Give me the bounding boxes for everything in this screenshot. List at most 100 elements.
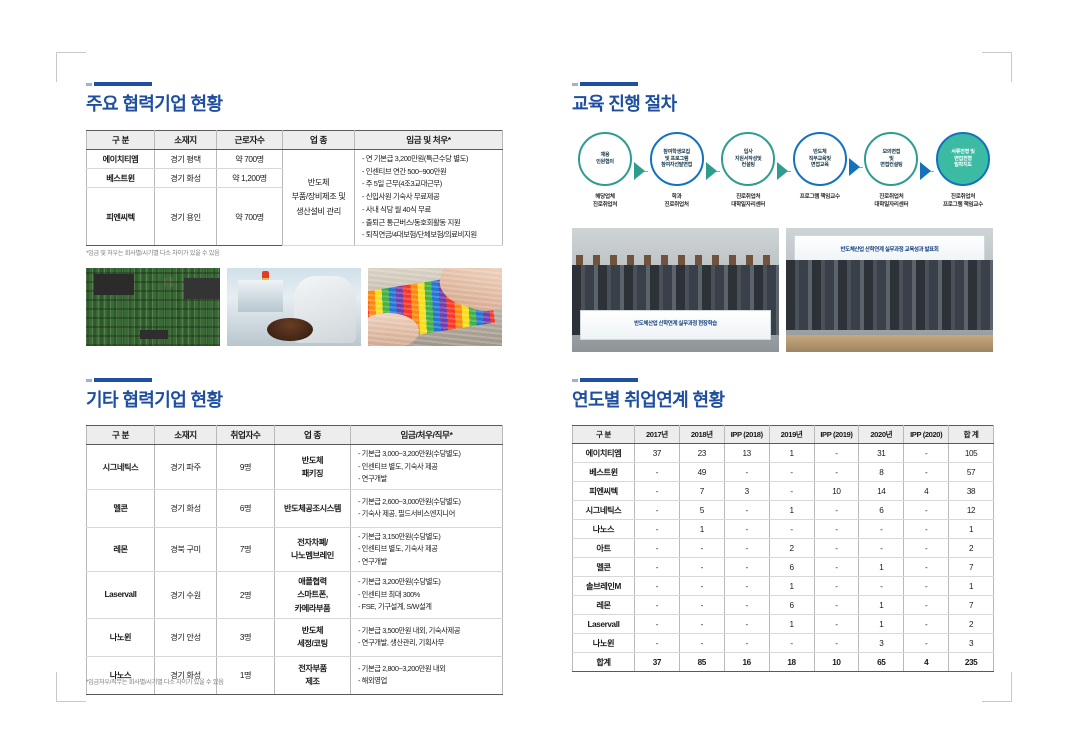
process-step-caption: 진로취업처 대학일자리센터 [874, 194, 909, 209]
others-col-header-2: 취업자수 [216, 425, 275, 445]
placement-count: - [813, 576, 860, 596]
placement-count: 6 [768, 557, 815, 577]
partners-col-header-1: 소재지 [154, 130, 217, 150]
table-row: 레몬 - - -6-1-7 [572, 595, 994, 615]
placement-count: - [858, 576, 905, 596]
placement-count: - [903, 443, 950, 463]
placement-count: - [903, 633, 950, 653]
company-location: 경기 평택 [154, 148, 217, 170]
company-location: 경기 파주 [154, 444, 217, 490]
placement-count: - [768, 462, 815, 482]
table-row: 시그네틱스 경기 파주 9명 반도체 패키징 - 기본급 3,000~3,200만원(수당… [86, 444, 503, 490]
placement-count: 1 [858, 557, 905, 577]
process-step-6: 서류전형 및 면접전형 밀착지도 진로취업처 프로그램 책임교수 [932, 132, 994, 209]
table-row: 시그네틱스 -5-1-6-12 [572, 500, 994, 520]
process-step-5: 모의면접 및 면접컨설팅 진로취업처 대학일자리센터 [860, 132, 935, 209]
wage-duty-detail: - 기본급 2,800~3,200만원 내외 - 해외영업 [350, 655, 503, 695]
placement-count: 4 [903, 481, 950, 501]
placement-count: 1 [858, 614, 905, 634]
industry-type: 전자차폐/나노멤브레인 [274, 526, 351, 573]
placement-count: 1 [948, 576, 994, 596]
placement-count: - [723, 576, 770, 596]
placement-count: 5 [678, 500, 725, 520]
others-footnote: *임금처우/직무는 회사별/시기별 다소 차이가 있을 수 있음 [86, 679, 224, 686]
company-name: 레몬 [572, 595, 635, 615]
industry-type: 반도체 패키징 [274, 444, 351, 490]
worker-count: 약 1,200명 [216, 168, 283, 189]
company-name: 나노스 [86, 655, 155, 695]
placement-count: 7 [948, 595, 994, 615]
placement-count: 49 [678, 462, 725, 482]
placement-count: - [813, 443, 860, 463]
company-name: Laservall [86, 571, 155, 619]
table-row: 에이치티엠 37 23 13 1-31-105 [572, 443, 994, 463]
placement-count: 7 [678, 481, 725, 501]
process-step-1: 채용 인원협의 해당업체 진로취업처 [574, 132, 648, 209]
placement-count: - [634, 557, 680, 577]
process-step-bubble: 참여학생모집 및 프로그램 참여자선발면접 [649, 132, 704, 186]
company-name: 피엔씨텍 [572, 481, 635, 501]
placement-count: - [678, 576, 725, 596]
company-name: 나노윈 [86, 617, 155, 657]
semiconductor-photo-strip [86, 268, 502, 346]
process-step-caption: 진로취업처 프로그램 책임교수 [942, 194, 983, 209]
heading-rule [572, 82, 677, 86]
placement-count: 31 [858, 443, 905, 463]
photo-banner-text: 반도체산업 산학연계 실무과정 현장학습 [580, 309, 771, 340]
placement-count: 1 [948, 519, 994, 539]
pcb-board-photo [86, 268, 220, 346]
placement-count: - [723, 633, 770, 653]
company-name: 에이치티엠 [86, 148, 155, 170]
wage-duty-detail: - 기본급 3,500만원 내외, 기숙사제공 - 연구개발, 생산관리, 기획사… [350, 617, 503, 657]
partners-col-header-0: 구 분 [86, 130, 155, 150]
placement-count: - [634, 500, 680, 520]
heading-rule [572, 378, 724, 382]
industry-type: 반도체공조시스템 [274, 488, 351, 528]
heading-rule [86, 378, 222, 382]
table-header-row: 구 분 2017년 2018년 IPP (2018) 2019년 IPP (2019) 20… [572, 425, 994, 444]
process-step-4: 반도체 직무교육및 면접교육 프로그램 책임교수 [789, 132, 863, 201]
placement-count: - [634, 481, 680, 501]
placement-count: 1 [768, 500, 815, 520]
company-location: 경기 수원 [154, 571, 217, 619]
others-col-header-0: 구 분 [86, 425, 155, 445]
placement-count: - [903, 614, 950, 634]
yearly-col-header-2: 2018년 [678, 425, 725, 444]
placement-count: 38 [948, 481, 994, 501]
process-step-caption: 프로그램 책임교수 [799, 194, 840, 200]
placement-count: - [813, 500, 860, 520]
hired-count: 2명 [216, 571, 275, 619]
company-name: 아트 [572, 538, 635, 558]
placement-count: - [634, 595, 680, 615]
placement-count: 8 [858, 462, 905, 482]
yearly-col-header-7: IPP (2020) [903, 425, 950, 444]
flow-arrow-icon [705, 161, 717, 180]
table-row: 나노스 경기 화성 1명 전자부품 제조 - 기본급 2,800~3,200만원 내외 - … [86, 655, 503, 695]
process-step-caption: 진로취업처 대학일자리센터 [731, 194, 766, 209]
company-name: 시그네틱스 [572, 500, 635, 520]
company-name: 베스트윈 [86, 168, 155, 189]
placement-count: - [723, 557, 770, 577]
placement-count: - [723, 519, 770, 539]
heading-rule [86, 82, 222, 86]
table-row: 레몬 경북 구미 7명 전자차폐/나노멤브레인 - 기본급 3,150만원(수당별도) -… [86, 526, 503, 573]
company-location: 경기 화성 [154, 655, 217, 695]
wafer-photo [368, 268, 502, 346]
company-name: 베스트윈 [572, 462, 635, 482]
placement-count: - [813, 633, 860, 653]
company-location: 경기 안성 [154, 617, 217, 657]
placement-count: - [813, 538, 860, 558]
process-step-3: 입사 지원서작성및 컨설팅 진로취업처 대학일자리센터 [717, 132, 792, 209]
placement-count: - [858, 519, 905, 539]
section-heading-partners: 주요 협력기업 현황 [86, 82, 223, 116]
partners-title: 주요 협력기업 현황 [86, 94, 223, 114]
placement-count: - [634, 614, 680, 634]
placement-count: - [768, 633, 815, 653]
placement-count: - [678, 557, 725, 577]
placement-count: - [634, 576, 680, 596]
company-name: Laservall [572, 614, 635, 634]
table-row: 베스트윈 -49- - -8-57 [572, 462, 994, 482]
yearly-col-header-1: 2017년 [634, 425, 680, 444]
hired-count: 9명 [216, 444, 275, 490]
process-step-2: 참여학생모집 및 프로그램 참여자선발면접 학과 진로취업처 [646, 132, 720, 209]
